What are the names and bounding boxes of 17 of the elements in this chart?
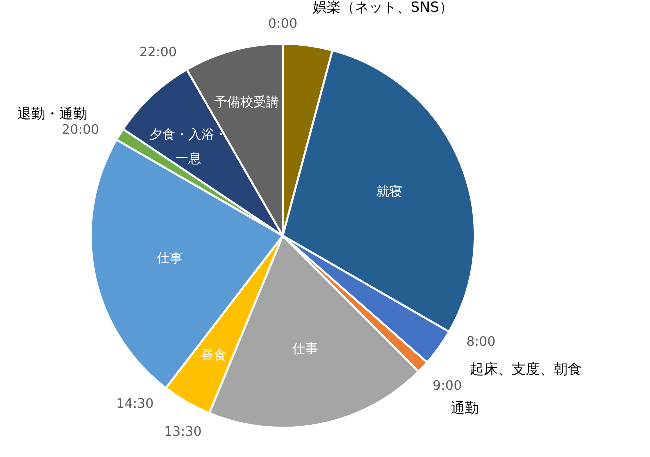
text: 13:30 — [164, 424, 202, 440]
text: 9:00 — [432, 378, 462, 394]
slice-label: 昼食 — [200, 348, 227, 364]
slice-label: 起床、支度、朝食 — [470, 362, 582, 378]
text: 20:00 — [62, 122, 100, 138]
text: 0:00 — [268, 17, 298, 32]
slice-label: 娯楽（ネット、SNS） — [313, 0, 454, 16]
slice-label: 予備校受講 — [214, 95, 280, 110]
slice-label: 就寝 — [376, 184, 402, 200]
slice-label: 夕食・入浴・一息 — [150, 128, 228, 168]
text: 22:00 — [140, 45, 178, 60]
slice-label: 通勤 — [450, 401, 479, 418]
slice-label: 仕事 — [156, 251, 184, 266]
text: 14:30 — [116, 397, 154, 412]
text: 8:00 — [466, 334, 496, 350]
slice-label: 退勤・通勤 — [18, 106, 88, 122]
slice-label: 仕事 — [291, 342, 318, 357]
